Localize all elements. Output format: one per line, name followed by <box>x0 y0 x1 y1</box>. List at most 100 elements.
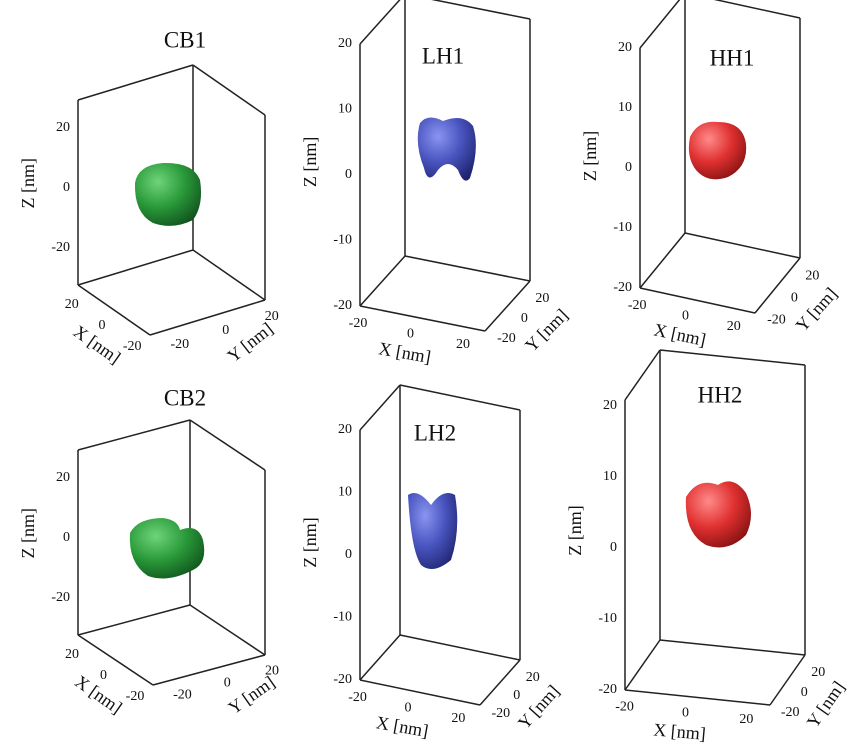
box-edge <box>685 0 800 18</box>
y-axis-label: Y [nm] <box>803 677 849 731</box>
z-tick-label: 10 <box>618 100 632 115</box>
y-axis-label: Y [nm] <box>521 305 572 356</box>
box-edge <box>150 300 265 335</box>
z-tick-label: 20 <box>603 398 617 413</box>
box-edge <box>400 385 520 410</box>
x-tick-label: 20 <box>65 647 79 662</box>
isosurface <box>418 117 476 180</box>
z-axis-label: Z [nm] <box>565 505 585 555</box>
panel-title: CB2 <box>164 385 206 410</box>
z-tick-label: 20 <box>56 470 70 485</box>
box-edge <box>660 640 805 655</box>
x-axis-label: X [nm] <box>377 338 432 367</box>
box-edge <box>400 635 520 660</box>
isosurface <box>408 493 457 569</box>
z-tick-label: 0 <box>63 530 70 545</box>
x-tick-label: 0 <box>682 309 689 324</box>
box-edge <box>78 250 193 285</box>
y-axis-label: Y [nm] <box>792 284 842 336</box>
isosurface <box>130 518 204 578</box>
x-tick-label: 0 <box>99 318 106 333</box>
x-axis-label: X [nm] <box>71 671 125 717</box>
x-tick-label: 0 <box>407 327 414 342</box>
y-tick-label: -20 <box>767 313 786 328</box>
z-tick-label: -20 <box>613 280 632 295</box>
x-tick-label: 20 <box>451 711 465 726</box>
z-tick-label: 0 <box>345 167 352 182</box>
box-edge <box>625 690 770 705</box>
x-tick-label: 0 <box>682 706 689 721</box>
box-edge <box>360 635 400 680</box>
z-axis-label: Z [nm] <box>300 517 320 567</box>
x-tick-label: 20 <box>727 319 741 334</box>
z-axis-label: Z [nm] <box>300 137 320 187</box>
z-tick-label: -20 <box>51 240 70 255</box>
y-tick-label: 0 <box>222 323 229 338</box>
box-edge <box>405 0 530 19</box>
figure: CB1-20020Z [nm]200-20X [nm]-20020Y [nm]L… <box>0 0 862 751</box>
x-tick-label: 20 <box>456 337 470 352</box>
z-tick-label: 0 <box>610 540 617 555</box>
box-edge <box>625 640 660 690</box>
box-edge <box>78 420 190 450</box>
x-tick-label: 0 <box>405 701 412 716</box>
panel-title: HH1 <box>710 45 755 70</box>
panel-title: LH2 <box>414 420 456 445</box>
isosurface <box>135 163 201 226</box>
isosurface <box>686 481 751 547</box>
z-tick-label: 10 <box>338 485 352 500</box>
x-tick-label: -20 <box>348 690 367 705</box>
box-edge <box>360 0 405 44</box>
y-tick-label: -20 <box>173 688 192 703</box>
z-tick-label: -20 <box>51 590 70 605</box>
x-axis-label: X [nm] <box>70 321 124 367</box>
y-axis-label: Y [nm] <box>225 672 279 718</box>
z-axis-label: Z [nm] <box>18 158 38 208</box>
z-tick-label: 20 <box>338 36 352 51</box>
x-axis-label: X [nm] <box>653 719 707 743</box>
y-tick-label: 20 <box>526 670 540 685</box>
panel-title: LH1 <box>422 43 464 68</box>
z-axis-label: Z [nm] <box>580 131 600 181</box>
box-edge <box>78 605 190 635</box>
box-edge <box>190 420 265 470</box>
z-tick-label: -20 <box>333 672 352 687</box>
y-axis-label: Y [nm] <box>514 681 564 733</box>
z-axis-label: Z [nm] <box>18 508 38 558</box>
z-tick-label: 20 <box>618 40 632 55</box>
y-axis-label: Y [nm] <box>224 318 277 366</box>
y-tick-label: 0 <box>513 688 520 703</box>
z-tick-label: 10 <box>603 469 617 484</box>
y-tick-label: 0 <box>801 685 808 700</box>
y-tick-label: 20 <box>811 665 825 680</box>
box-edge <box>640 0 685 48</box>
x-tick-label: -20 <box>126 689 145 704</box>
y-tick-label: -20 <box>491 706 510 721</box>
box-edge <box>640 288 755 313</box>
z-tick-label: 0 <box>63 180 70 195</box>
panel-title: HH2 <box>698 382 743 407</box>
x-axis-label: X [nm] <box>375 712 430 741</box>
x-tick-label: -20 <box>628 298 647 313</box>
x-tick-label: -20 <box>123 339 142 354</box>
z-tick-label: 0 <box>345 547 352 562</box>
y-tick-label: 20 <box>535 291 549 306</box>
z-tick-label: -20 <box>333 298 352 313</box>
box-edge <box>153 655 265 685</box>
y-tick-label: 20 <box>805 269 819 284</box>
z-tick-label: 20 <box>338 422 352 437</box>
box-edge <box>405 256 530 281</box>
z-tick-label: -10 <box>333 233 352 248</box>
y-tick-label: 0 <box>521 311 528 326</box>
x-axis-label: X [nm] <box>652 319 708 349</box>
box-edge <box>193 65 265 115</box>
box-edge <box>78 65 193 100</box>
x-tick-label: -20 <box>349 316 368 331</box>
box-edge <box>625 350 660 400</box>
z-tick-label: -10 <box>613 220 632 235</box>
y-tick-label: -20 <box>781 705 800 720</box>
box-edge <box>685 233 800 258</box>
z-tick-label: -10 <box>598 611 617 626</box>
x-tick-label: 0 <box>100 668 107 683</box>
z-tick-label: 10 <box>338 102 352 117</box>
